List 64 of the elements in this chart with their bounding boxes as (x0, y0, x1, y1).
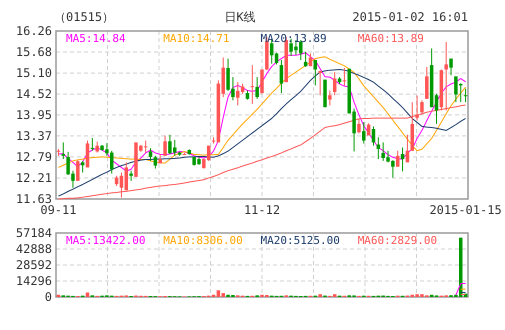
candlestick (80, 160, 84, 174)
candlestick (250, 64, 254, 104)
candlestick (318, 70, 322, 96)
y-tick-label: 14296 (16, 274, 52, 288)
candlestick (90, 138, 94, 152)
candlestick (62, 142, 66, 160)
candlestick (376, 136, 380, 160)
text: MA20:13.89 (260, 32, 327, 45)
candlestick (372, 126, 376, 146)
y-tick-label: 16.26 (16, 24, 52, 38)
candlestick (357, 118, 361, 134)
candlestick (304, 51, 308, 68)
y-tick-label: 12.21 (16, 170, 52, 185)
y-tick-label: 13.95 (16, 108, 52, 122)
chart-subtitle: 日K线 (224, 10, 256, 24)
candlestick (308, 52, 312, 67)
candlestick (400, 146, 404, 172)
y-tick-label: 28592 (16, 258, 52, 272)
candlestick (154, 155, 158, 170)
candlestick (342, 68, 346, 86)
text: MA20:5125.00 (260, 234, 340, 247)
candlestick (332, 72, 336, 96)
text: MA60:13.89 (358, 32, 424, 45)
bar (318, 294, 322, 297)
y-tick-label: 14.52 (16, 87, 52, 102)
y-tick-label: 57184 (16, 226, 52, 240)
text: MA10:8306.00 (163, 234, 243, 247)
y-tick-label: 11.63 (16, 192, 52, 206)
candlestick (246, 90, 250, 100)
candlestick (158, 154, 162, 164)
y-tick-label: 42888 (16, 242, 52, 256)
x-tick-label: 2015-01-15 (429, 203, 502, 217)
candlestick (95, 141, 99, 154)
candlestick (328, 90, 332, 106)
text: 2015-01-02 16:01 (352, 10, 468, 24)
text: MA60:2829.00 (358, 234, 438, 247)
candlestick (396, 150, 400, 168)
bar (86, 292, 90, 297)
candlestick (314, 60, 318, 86)
candlestick (86, 140, 90, 168)
candlestick (464, 88, 468, 103)
candlestick (163, 135, 167, 156)
candlestick (280, 60, 284, 94)
text: MA10:14.71 (163, 32, 230, 45)
candlestick (425, 66, 429, 100)
text: MA5:13422.00 (66, 234, 146, 247)
y-tick-label: 13.37 (16, 128, 52, 143)
x-tick-label: 09-11 (40, 203, 76, 217)
text: MA5:14.84 (66, 32, 126, 45)
y-tick-label: 12.79 (16, 150, 52, 164)
candlestick (148, 148, 152, 162)
candlestick (362, 122, 366, 144)
chart-title: （01515） (54, 10, 114, 24)
candlestick (406, 134, 410, 163)
y-tick-label: 0 (44, 290, 52, 304)
candlestick (129, 170, 133, 182)
x-tick-label: 11-12 (244, 203, 280, 217)
candlestick (76, 159, 80, 182)
line-series (58, 68, 466, 197)
candlestick (255, 76, 259, 100)
y-tick-label: 15.10 (16, 66, 52, 80)
y-tick-label: 15.68 (16, 45, 52, 60)
candlestick (366, 122, 370, 136)
candlestick (449, 58, 453, 76)
